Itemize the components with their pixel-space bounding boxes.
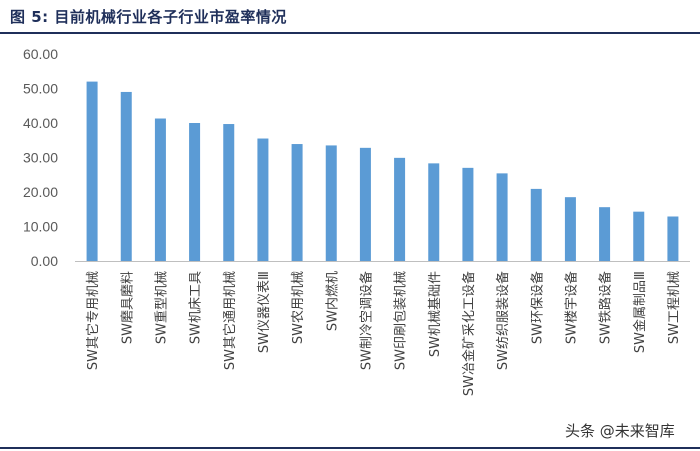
x-tick-label: SW金属制品Ⅲ	[632, 271, 648, 353]
x-tick-label: SW其它通用机械	[222, 271, 238, 370]
y-tick-label: 30.00	[23, 150, 58, 166]
bar	[86, 81, 98, 261]
bar	[633, 211, 645, 261]
bar	[291, 144, 303, 261]
x-tick-label: SW冶金矿采化工设备	[461, 271, 477, 396]
bar	[154, 118, 166, 261]
bar	[428, 163, 440, 261]
y-tick-label: 60.00	[23, 46, 58, 62]
x-tick-label: SW纺织服装设备	[495, 271, 511, 370]
y-axis: 0.00 10.00 20.00 30.00 40.00 50.00 60.00	[23, 46, 58, 269]
x-tick-label: SW机械基础件	[428, 271, 443, 357]
y-tick-label: 40.00	[23, 115, 58, 131]
x-tick-label: SW磨具磨料	[120, 271, 135, 344]
x-tick-label: SW重型机械	[153, 271, 169, 344]
y-tick-label: 10.00	[23, 219, 58, 235]
x-tick-label: SW楼宇设备	[563, 271, 579, 344]
title-divider	[0, 32, 700, 34]
bar	[462, 167, 474, 261]
x-tick-label: SW环保设备	[529, 271, 545, 344]
x-tick-label: SW印刷包装机械	[394, 271, 409, 370]
bars	[86, 81, 679, 261]
bar	[359, 147, 371, 261]
bottom-divider	[0, 447, 700, 449]
x-tick-label: SW铁路设备	[598, 271, 614, 344]
x-axis-labels: SW其它专用机械 SW磨具磨料 SW重型机械 SW机床工具 SW其它通用机械 SW仪器仪表…	[85, 271, 682, 396]
x-tick-label: SW内燃机	[324, 271, 340, 331]
x-tick-label: SW其它专用机械	[85, 271, 101, 370]
watermark: 头条 @未来智库	[562, 420, 678, 441]
y-tick-label: 0.00	[31, 253, 58, 269]
bar	[325, 145, 337, 261]
y-tick-label: 20.00	[23, 184, 58, 200]
bar	[496, 173, 508, 261]
x-tick-label: SW机床工具	[189, 271, 204, 344]
bar	[530, 188, 542, 261]
bar	[667, 216, 679, 261]
bar	[189, 123, 201, 261]
figure-title: 图 5: 目前机械行业各子行业市盈率情况	[10, 8, 287, 26]
bar	[223, 124, 235, 261]
x-tick-label: SW制冷空调设备	[358, 271, 374, 370]
bar	[394, 157, 406, 261]
x-tick-label: SW农用机械	[291, 271, 306, 344]
bar	[599, 207, 611, 261]
bar	[120, 91, 132, 261]
bar	[564, 197, 576, 261]
y-tick-label: 50.00	[23, 81, 58, 97]
bar-chart: 0.00 10.00 20.00 30.00 40.00 50.00 60.00 SW其它专…	[23, 46, 690, 396]
x-tick-label: SW仪器仪表Ⅲ	[257, 271, 272, 353]
x-tick-label: SW工程机械	[667, 271, 682, 344]
bar	[257, 138, 269, 261]
